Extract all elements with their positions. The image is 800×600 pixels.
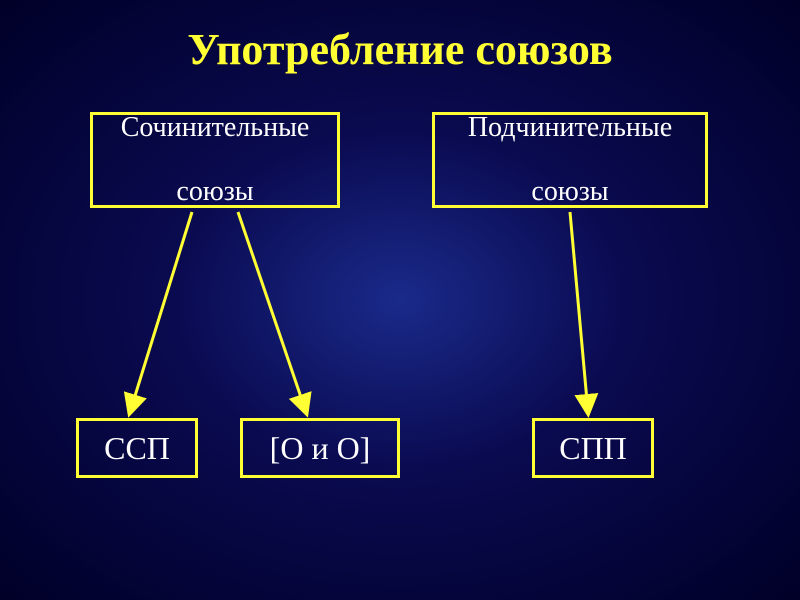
- box-text-line: СПП: [559, 430, 627, 467]
- slide-title: Употребление союзов: [0, 24, 800, 75]
- arrows-layer: [0, 0, 800, 600]
- arrow: [130, 212, 192, 412]
- box-subordinating-conjunctions: Подчинительные союзы: [432, 112, 708, 208]
- arrow: [570, 212, 588, 412]
- diagram-stage: Употребление союзов Сочинительные союзы П…: [0, 0, 800, 600]
- box-text-line: союзы: [176, 176, 253, 208]
- box-text-line: [О и О]: [270, 430, 371, 467]
- box-text-line: Сочинительные: [121, 112, 310, 144]
- box-text-line: ССП: [104, 430, 170, 467]
- box-text-line: союзы: [531, 176, 608, 208]
- arrow: [238, 212, 306, 412]
- box-ssp: ССП: [76, 418, 198, 478]
- box-text-line: Подчинительные: [468, 112, 672, 144]
- box-coordinating-conjunctions: Сочинительные союзы: [90, 112, 340, 208]
- box-o-and-o: [О и О]: [240, 418, 400, 478]
- box-spp: СПП: [532, 418, 654, 478]
